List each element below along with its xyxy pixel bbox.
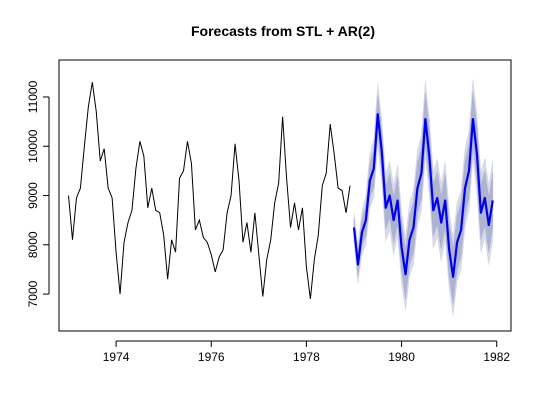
x-tick-label: 1978 <box>293 350 320 364</box>
history-series <box>68 82 351 300</box>
plot-frame <box>58 59 512 332</box>
chart-title: Forecasts from STL + AR(2) <box>191 23 375 39</box>
forecast-series <box>352 113 494 278</box>
forecast-line <box>352 113 494 278</box>
x-tick-label: 1976 <box>198 350 225 364</box>
x-axis: 1974 1976 1978 1980 1982 <box>103 340 510 364</box>
y-tick-label: 7000 <box>26 280 40 307</box>
y-tick-label: 8000 <box>26 231 40 258</box>
y-axis: 7000 8000 9000 10000 11000 <box>26 80 50 307</box>
y-tick-label: 10000 <box>26 129 40 163</box>
y-tick-label: 9000 <box>26 182 40 209</box>
history-line <box>68 82 351 300</box>
x-tick-label: 1974 <box>103 350 130 364</box>
x-tick-label: 1982 <box>483 350 510 364</box>
x-tick-label: 1980 <box>388 350 415 364</box>
y-tick-label: 11000 <box>26 80 40 113</box>
